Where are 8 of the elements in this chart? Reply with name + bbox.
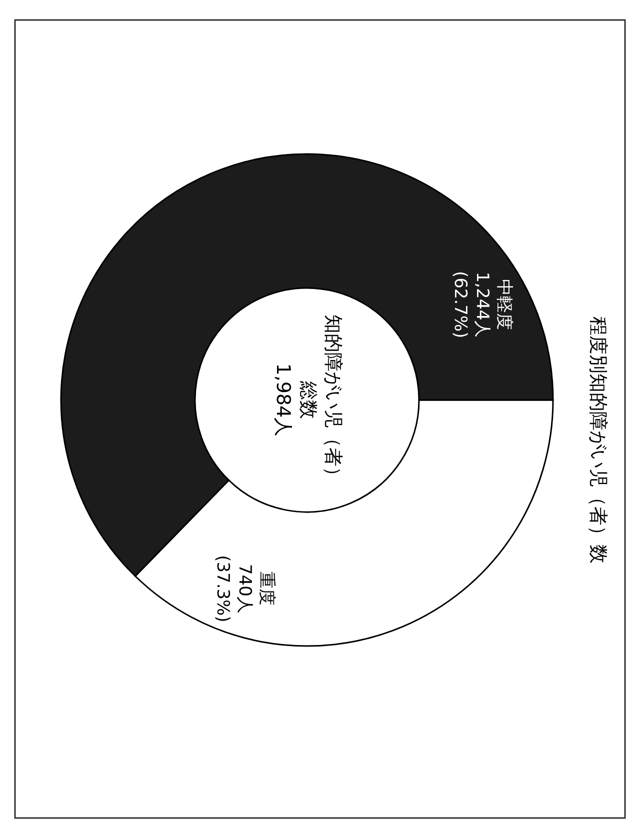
data-label: 740人 (37.3%)	[212, 555, 254, 622]
text: 知的障がい児（者）	[322, 314, 344, 486]
slice-label: 重度	[256, 572, 276, 606]
slice-label: 中軽度	[494, 279, 514, 330]
data-label: 1,244人 (62.7%)	[450, 270, 492, 338]
text: 1,984人	[272, 363, 294, 437]
text: 総数	[296, 380, 319, 419]
text: 程度別知的障がい児（者）数	[586, 316, 609, 564]
